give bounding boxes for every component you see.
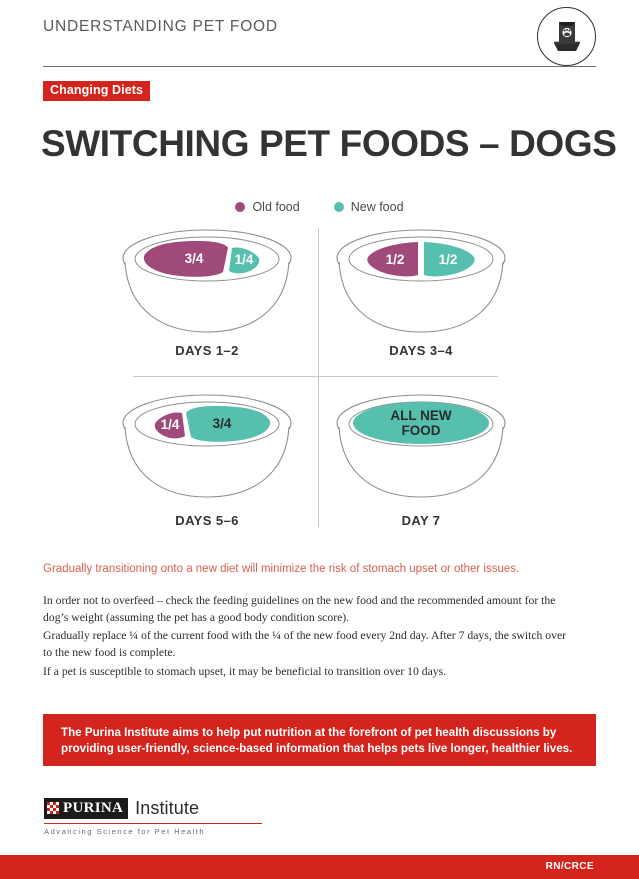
logo-underline <box>44 823 262 825</box>
footer-code: RN/CRCE <box>545 861 594 872</box>
bowl-value-new-day-7-line2: FOOD <box>402 423 441 438</box>
bowl-value-new-days-1-2: 1/4 <box>235 252 254 267</box>
bowl-panel-days-3-4: 1/2 1/2 DAYS 3–4 <box>306 226 536 376</box>
bowl-illustration-days-5-6: 1/4 3/4 <box>92 391 322 504</box>
bowl-illustration-days-1-2: 3/4 1/4 <box>92 226 322 339</box>
bowl-label-days-5-6: DAYS 5–6 <box>175 513 239 528</box>
bowl-value-new-day-7-line1: ALL NEW <box>390 408 452 423</box>
logo-row: PURINA Institute <box>44 797 284 819</box>
legend-item-new-food: New food <box>333 200 404 214</box>
grid-horizontal-divider <box>133 376 498 377</box>
body-paragraph-2: Gradually replace ¼ of the current food … <box>43 629 567 659</box>
institute-text: Institute <box>135 798 200 818</box>
page-eyebrow: UNDERSTANDING PET FOOD <box>43 18 278 35</box>
bowl-value-new-days-3-4: 1/2 <box>439 252 458 267</box>
legend-label-new-food: New food <box>350 200 404 214</box>
bowl-label-day-7: DAY 7 <box>401 513 441 528</box>
bowl-illustration-days-3-4: 1/2 1/2 <box>306 226 536 339</box>
chart-legend: Old food New food <box>0 200 639 214</box>
page-title: SWITCHING PET FOODS – DOGS <box>41 123 617 164</box>
body-paragraph-1: In order not to overfeed – check the fee… <box>43 594 556 624</box>
legend-dot-old-food <box>235 202 246 212</box>
category-tag: Changing Diets <box>43 81 151 102</box>
bowl-value-old-days-1-2: 3/4 <box>185 251 204 266</box>
bowl-illustration-day-7: ALL NEW FOOD <box>306 391 536 504</box>
legend-dot-new-food <box>333 202 344 212</box>
bowl-value-new-days-5-6: 3/4 <box>213 416 232 431</box>
purina-institute-logo: PURINA Institute Advancing Science for P… <box>44 797 284 843</box>
header-divider <box>43 66 596 68</box>
body-paragraph-3: If a pet is susceptible to stomach upset… <box>43 665 447 678</box>
purina-wordmark: PURINA <box>44 797 129 819</box>
pet-food-bag-bowl-icon <box>537 7 596 66</box>
bowl-label-days-1-2: DAYS 1–2 <box>175 343 239 358</box>
grid-vertical-divider <box>318 228 319 527</box>
lead-paragraph: Gradually transitioning onto a new diet … <box>43 563 520 575</box>
bowl-value-old-days-3-4: 1/2 <box>386 252 405 267</box>
bowl-panel-days-5-6: 1/4 3/4 DAYS 5–6 <box>92 391 322 541</box>
logo-tagline: Advancing Science for Pet Health <box>44 827 206 837</box>
purina-brand-text: PURINA <box>63 799 124 816</box>
legend-item-old-food: Old food <box>235 200 300 214</box>
bowl-panel-days-1-2: 3/4 1/4 DAYS 1–2 <box>92 226 322 376</box>
mission-callout: The Purina Institute aims to help put nu… <box>43 714 596 766</box>
legend-label-old-food: Old food <box>252 200 300 214</box>
bowl-grid: 3/4 1/4 DAYS 1–2 1/2 1/2 DAYS 3–4 <box>0 226 639 531</box>
footer-bar: RN/CRCE <box>0 855 639 879</box>
bowl-value-old-days-5-6: 1/4 <box>161 417 180 432</box>
bowl-panel-day-7: ALL NEW FOOD DAY 7 <box>306 391 536 541</box>
bowl-label-days-3-4: DAYS 3–4 <box>389 343 453 358</box>
checkerboard-icon <box>47 802 59 814</box>
